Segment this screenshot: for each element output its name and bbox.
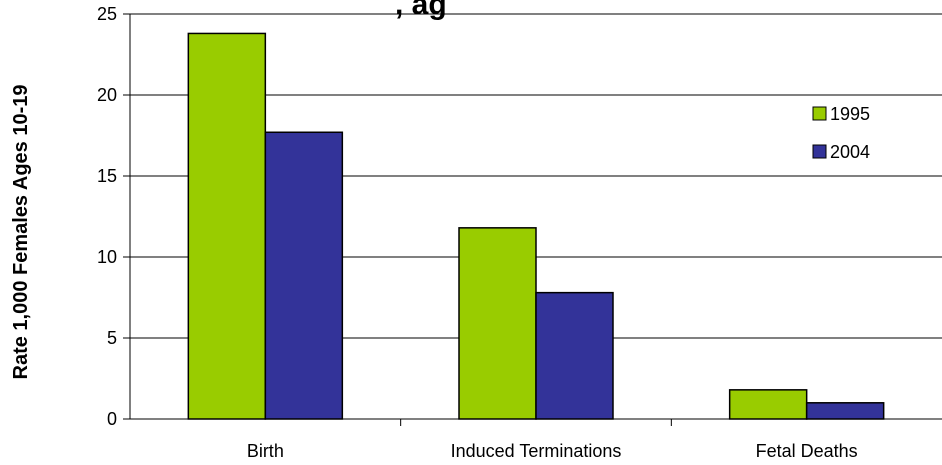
legend: 1995 2004 (812, 104, 870, 162)
x-tick-label: Fetal Deaths (756, 441, 858, 461)
y-tick-label: 20 (97, 85, 117, 105)
bar-1995-birth (187, 32, 267, 420)
legend-swatch (812, 144, 827, 159)
chart-title: , ag (395, 0, 447, 21)
y-tick-label: 5 (107, 328, 117, 348)
bar-2004-induced-terminations (535, 291, 614, 420)
bar-2004-birth (264, 131, 344, 420)
y-axis-label: Rate 1,000 Females Ages 10-19 (10, 85, 32, 380)
y-axis-ticks: 0 5 10 15 20 25 (97, 4, 130, 429)
legend-label: 1995 (830, 104, 870, 124)
bars (187, 32, 885, 420)
y-tick-label: 10 (97, 247, 117, 267)
y-tick-label: 25 (97, 4, 117, 24)
bar-1995-induced-terminations (458, 227, 537, 420)
x-axis: Birth Induced Terminations Fetal Deaths (129, 14, 942, 461)
y-tick-label: 0 (107, 409, 117, 429)
bar-2004-fetal-deaths (805, 402, 885, 420)
legend-swatch (812, 106, 827, 121)
bar-1995-fetal-deaths (728, 389, 808, 420)
legend-label: 2004 (830, 142, 870, 162)
x-tick-label: Birth (247, 441, 284, 461)
y-tick-label: 15 (97, 166, 117, 186)
x-tick-label: Induced Terminations (451, 441, 622, 461)
